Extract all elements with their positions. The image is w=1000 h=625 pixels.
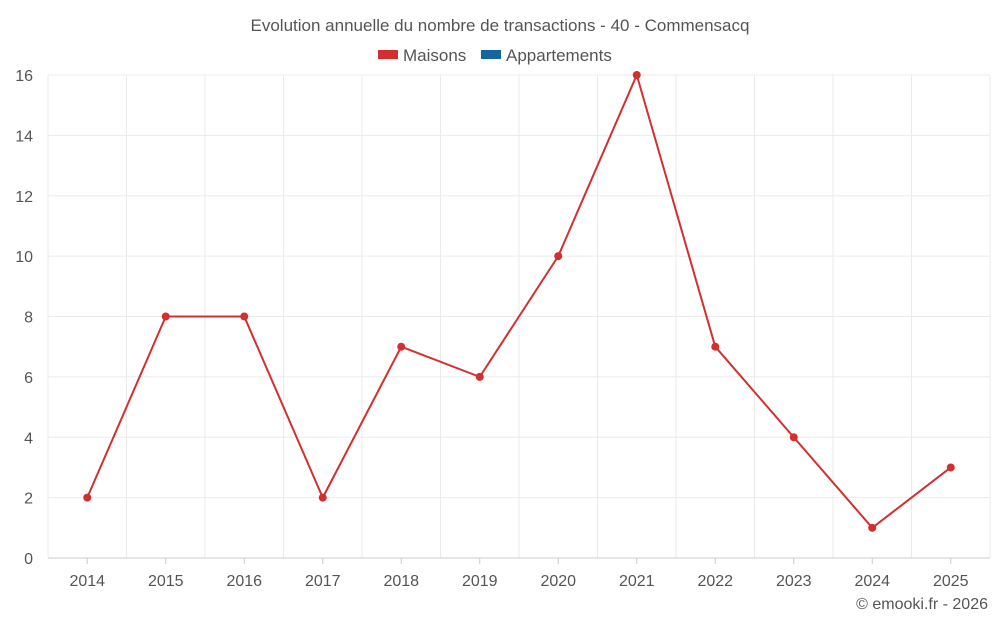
data-point[interactable] bbox=[632, 71, 641, 79]
legend-swatch-appartements[interactable] bbox=[481, 50, 501, 59]
credit-text: © emooki.fr - 2026 bbox=[856, 596, 988, 613]
data-point[interactable] bbox=[475, 372, 484, 381]
x-tick-label: 2024 bbox=[854, 573, 890, 590]
legend-label-maisons[interactable]: Maisons bbox=[403, 46, 466, 65]
x-tick-label: 2022 bbox=[697, 573, 733, 590]
y-tick-label: 0 bbox=[24, 551, 33, 568]
data-point[interactable] bbox=[240, 312, 249, 321]
y-tick-label: 8 bbox=[24, 310, 33, 327]
x-tick-label: 2014 bbox=[69, 573, 105, 590]
x-tick-label: 2016 bbox=[226, 573, 262, 590]
x-tick-label: 2021 bbox=[619, 573, 655, 590]
y-tick-label: 16 bbox=[15, 68, 33, 85]
y-tick-label: 2 bbox=[24, 491, 33, 508]
data-point[interactable] bbox=[83, 493, 92, 502]
y-tick-label: 6 bbox=[24, 370, 33, 387]
data-point[interactable] bbox=[397, 342, 406, 351]
data-point[interactable] bbox=[868, 523, 877, 532]
y-tick-label: 12 bbox=[15, 189, 33, 206]
grid bbox=[47, 74, 991, 558]
y-tick-label: 4 bbox=[24, 430, 33, 447]
legend: Maisons Appartements bbox=[378, 46, 612, 65]
x-tick-label: 2025 bbox=[933, 573, 969, 590]
data-point[interactable] bbox=[554, 252, 563, 261]
x-tick-label: 2020 bbox=[540, 573, 576, 590]
y-tick-label: 10 bbox=[15, 249, 33, 266]
x-tick-label: 2017 bbox=[305, 573, 341, 590]
series bbox=[83, 71, 955, 532]
x-tick-label: 2018 bbox=[383, 573, 419, 590]
series-line-maisons bbox=[86, 74, 952, 529]
x-tick-label: 2015 bbox=[148, 573, 184, 590]
data-point[interactable] bbox=[789, 433, 798, 442]
axes: 0 2 4 6 8 10 12 14 16 2014 2015 2016 2017 2018 2019 202… bbox=[15, 68, 990, 590]
x-tick-label: 2023 bbox=[776, 573, 812, 590]
y-tick-label: 14 bbox=[15, 128, 33, 145]
x-tick-label: 2019 bbox=[462, 573, 498, 590]
data-point[interactable] bbox=[946, 463, 955, 472]
legend-swatch-maisons[interactable] bbox=[378, 50, 398, 59]
data-point[interactable] bbox=[711, 342, 720, 351]
legend-label-appartements[interactable]: Appartements bbox=[506, 46, 612, 65]
chart-title: Evolution annuelle du nombre de transact… bbox=[251, 16, 750, 35]
data-point[interactable] bbox=[161, 312, 170, 321]
data-point[interactable] bbox=[318, 493, 327, 502]
